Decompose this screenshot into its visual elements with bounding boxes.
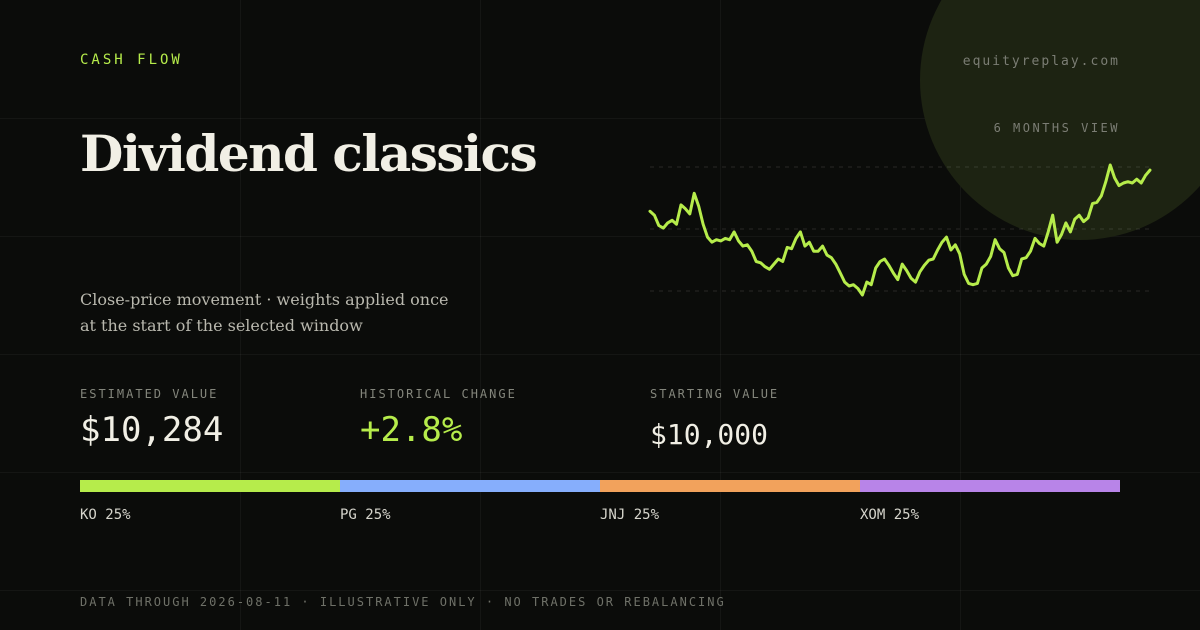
allocation-segment-jnj (600, 480, 860, 492)
grid-line (0, 472, 1200, 473)
holding-weight: 25% (893, 507, 920, 523)
starting-value: $10,000 (650, 418, 769, 451)
holding-label-jnj: JNJ 25% (600, 507, 659, 523)
holding-weight: 25% (633, 507, 660, 523)
holding-ticker: XOM (860, 507, 886, 523)
holding-weight: 25% (105, 507, 131, 523)
estimated-value: $10,284 (80, 410, 224, 450)
grid-line (0, 118, 1200, 119)
range-label: 6 MONTHS VIEW (993, 121, 1120, 135)
grid-line (240, 0, 241, 630)
grid-line (720, 0, 721, 630)
starting-value-label: STARTING VALUE (650, 387, 780, 401)
site-url: equityreplay.com (962, 54, 1120, 69)
estimated-value-label: ESTIMATED VALUE (80, 387, 219, 401)
sparkline-series-line (648, 163, 1152, 297)
grid-line (0, 236, 1200, 237)
category-eyebrow: CASH FLOW (80, 52, 183, 68)
allocation-segment-ko (80, 480, 340, 492)
allocation-segment-pg (340, 480, 600, 492)
holding-ticker: JNJ (600, 507, 626, 523)
grid-line (960, 0, 961, 630)
holding-label-pg: PG 25% (340, 507, 391, 523)
holding-label-ko: KO 25% (80, 507, 131, 523)
performance-sparkline (648, 163, 1152, 297)
allocation-bar (80, 480, 1120, 492)
holding-ticker: PG (340, 507, 357, 523)
grid-line (480, 0, 481, 630)
holding-ticker: KO (80, 507, 97, 523)
page-title: Dividend classics (80, 124, 538, 183)
historical-change-value: +2.8% (360, 410, 463, 450)
holding-weight: 25% (365, 507, 391, 523)
holding-label-xom: XOM 25% (860, 507, 919, 523)
historical-change-label: HISTORICAL CHANGE (360, 387, 517, 401)
grid-line (0, 590, 1200, 591)
page-subtitle: Close-price movement · weights applied o… (80, 290, 449, 335)
footer-disclaimer: DATA THROUGH 2026-08-11 · ILLUSTRATIVE O… (80, 595, 726, 609)
grid-line (0, 354, 1200, 355)
allocation-segment-xom (860, 480, 1120, 492)
